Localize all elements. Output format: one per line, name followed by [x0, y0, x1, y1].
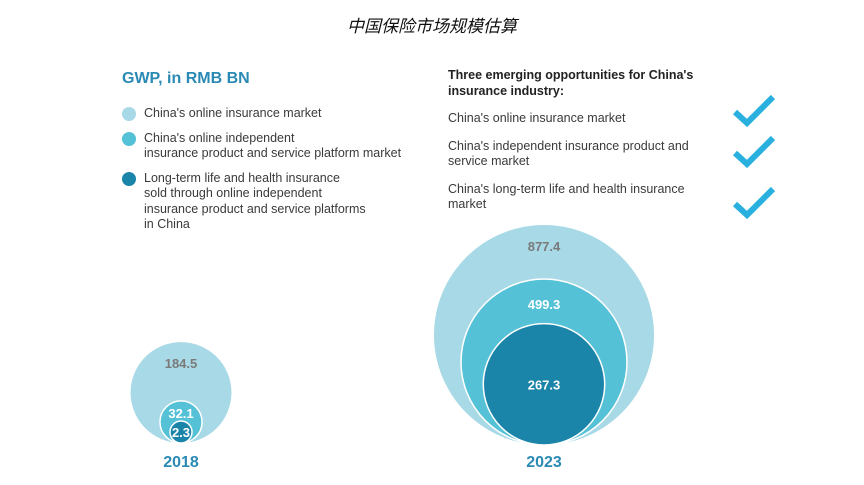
check-icon	[732, 135, 776, 169]
check-icon	[732, 94, 776, 128]
legend-item-online-market: China's online insurance market	[122, 106, 442, 122]
check-icon	[732, 186, 776, 220]
opportunity-item: China's long-term life and health insura…	[448, 182, 728, 213]
value-label-2018-series-2: 2.3	[172, 425, 190, 440]
opportunities-panel: Three emerging opportunities for China's…	[448, 68, 748, 225]
unit-label: GWP, in RMB BN	[122, 70, 250, 87]
chart-title: 中国保险市场规模估算	[347, 17, 517, 37]
opportunity-item: China's online insurance market	[448, 111, 728, 127]
bubble-2023-series-2	[482, 322, 606, 446]
value-label-2018-series-0: 184.5	[165, 356, 198, 371]
legend-swatch	[122, 131, 136, 146]
legend: China's online insurance market China's …	[122, 106, 442, 242]
legend-label: China's online insurance market	[144, 106, 322, 120]
value-label-2023-series-2: 267.3	[528, 377, 561, 392]
opportunities-title-line: insurance industry:	[448, 83, 564, 98]
legend-label: insurance product and service platforms	[144, 201, 366, 216]
opportunity-label: market	[448, 197, 487, 211]
legend-swatch	[122, 171, 136, 186]
legend-label: in China	[144, 217, 190, 231]
legend-item-long-term-life-health: Long-term life and health insurance sold…	[122, 171, 442, 233]
bubble-2018-series-2	[169, 420, 193, 444]
value-label-2023-series-0: 877.4	[528, 239, 561, 254]
value-label-2018-series-1: 32.1	[168, 406, 193, 421]
year-label-2023: 2023	[526, 454, 562, 471]
year-label-2018: 2018	[163, 454, 199, 471]
legend-label: insurance product and service platform m…	[144, 146, 402, 160]
legend-label: China's online independent	[144, 130, 295, 145]
opportunity-label: China's online insurance market	[448, 111, 626, 125]
legend-label: Long-term life and health insurance	[144, 170, 340, 185]
opportunities-title-line: Three emerging opportunities for China's	[448, 68, 694, 82]
opportunity-label: service market	[448, 154, 530, 168]
opportunity-item: China's independent insurance product an…	[448, 139, 728, 170]
bubble-2018-series-0	[130, 342, 232, 443]
opportunity-label: China's long-term life and health insura…	[448, 181, 685, 196]
legend-label: sold through online independent	[144, 186, 322, 200]
legend-item-platform-market: China's online independent insurance pro…	[122, 131, 442, 162]
opportunity-label: China's independent insurance product an…	[448, 138, 689, 153]
legend-swatch	[122, 107, 136, 121]
opportunities-title: Three emerging opportunities for China's…	[448, 68, 748, 99]
value-label-2023-series-1: 499.3	[528, 297, 561, 312]
